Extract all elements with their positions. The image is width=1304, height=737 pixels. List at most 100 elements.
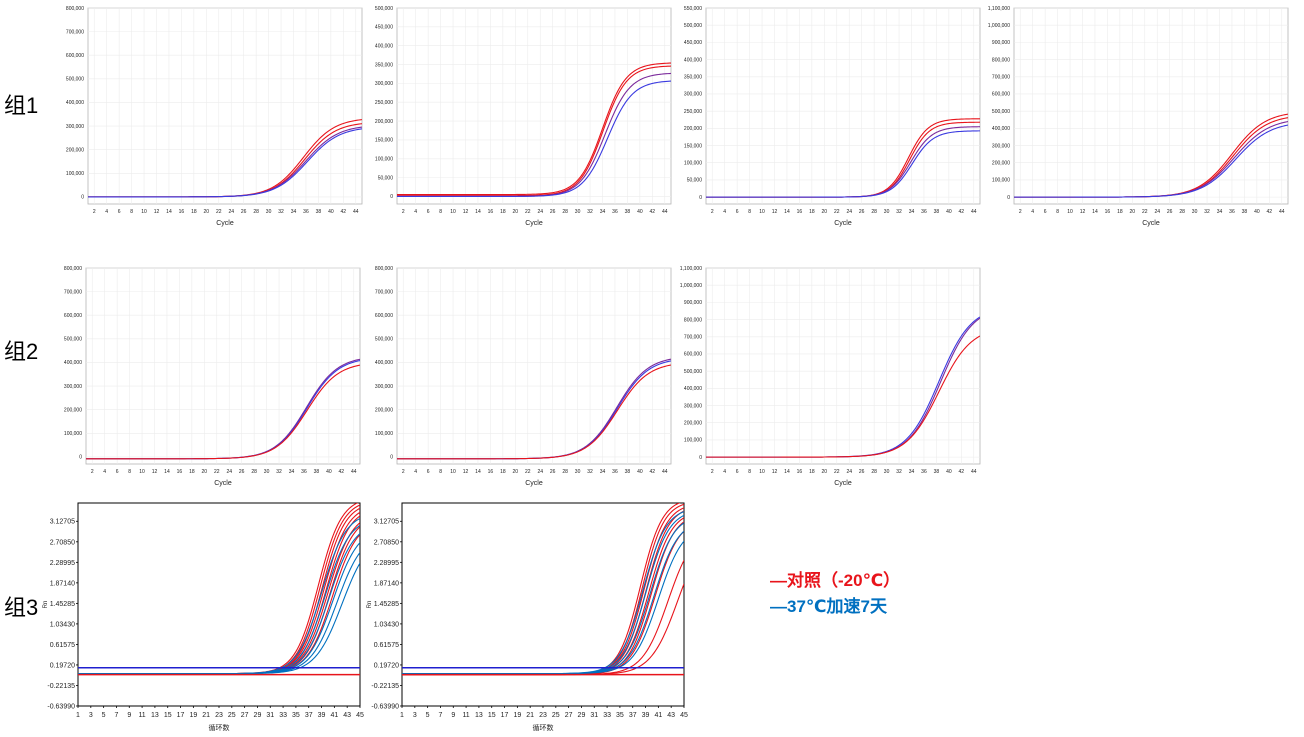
x-tick-label: 22 — [525, 209, 531, 215]
y-tick-label: 300,000 — [684, 403, 702, 409]
y-tick-label: 450,000 — [375, 25, 393, 31]
chart-svg: 0 100,000 200,000 300,000 400,000 500,000 600,… — [988, 6, 1289, 227]
x-tick-label: 27 — [565, 712, 573, 719]
y-tick-label: 0 — [79, 455, 82, 461]
y-tick-label: 0 — [81, 195, 84, 201]
x-tick-label: 42 — [959, 209, 965, 215]
x-tick-label: 21 — [526, 712, 534, 719]
y-tick-label: 400,000 — [684, 386, 702, 392]
x-tick-label: 25 — [552, 712, 560, 719]
x-tick-label: 9 — [127, 712, 131, 719]
x-tick-label: 30 — [884, 469, 890, 475]
y-tick-label: 700,000 — [64, 289, 82, 295]
y-tick-label: 0.19720 — [374, 662, 399, 669]
y-tick-label: 700,000 — [375, 289, 393, 295]
y-tick-label: 500,000 — [66, 77, 84, 83]
x-tick-label: 20 — [822, 209, 828, 215]
y-tick-label: -0.63990 — [47, 703, 75, 710]
x-tick-label: 42 — [959, 469, 965, 475]
x-tick-label: 32 — [896, 469, 902, 475]
x-tick-label: 1 — [76, 712, 80, 719]
x-tick-label: 17 — [501, 712, 509, 719]
x-tick-label: 42 — [1267, 209, 1273, 215]
x-tick-label: 11 — [462, 712, 469, 719]
y-tick-label: 1.87140 — [50, 580, 75, 587]
x-tick-label: 16 — [797, 469, 803, 475]
y-tick-label: 1.45285 — [50, 601, 75, 608]
y-tick-label: 400,000 — [64, 360, 82, 366]
chart-g1-1: 0 100,000 200,000 300,000 400,000 500,000 600,… — [52, 4, 366, 230]
series-line-3 — [706, 130, 980, 198]
x-tick-label: 42 — [339, 469, 345, 475]
x-tick-label: 8 — [1056, 209, 1059, 215]
y-tick-label: 150,000 — [375, 138, 393, 144]
x-tick-label: 40 — [946, 209, 952, 215]
group-label-3: 组3 — [4, 595, 39, 620]
x-tick-label: 14 — [1092, 209, 1098, 215]
y-tick-label: 100,000 — [66, 171, 84, 177]
x-tick-label: 28 — [562, 209, 568, 215]
x-tick-label: 26 — [550, 469, 556, 475]
x-tick-label: 38 — [314, 469, 320, 475]
plot-area — [85, 267, 361, 465]
plot-area — [705, 7, 981, 205]
x-tick-label: 14 — [164, 469, 170, 475]
x-tick-label: 21 — [202, 712, 210, 719]
y-axis-label: Rn — [367, 601, 373, 609]
series-line-3 — [1014, 124, 1288, 198]
y-tick-label: 100,000 — [64, 431, 82, 437]
y-tick-label: 900,000 — [992, 40, 1010, 46]
x-tick-label: 40 — [637, 209, 643, 215]
x-tick-label: 32 — [587, 469, 593, 475]
y-tick-label: 100,000 — [684, 160, 702, 166]
series-line-13 — [78, 562, 360, 675]
x-tick-label: 4 — [414, 209, 417, 215]
chart-svg: -0.63990 -0.22135 0.19720 0.61575 1.03430 1.4… — [43, 502, 364, 732]
x-tick-label: 24 — [226, 469, 232, 475]
y-tick-label: 800,000 — [375, 266, 393, 272]
y-tick-label: -0.22135 — [47, 683, 75, 690]
x-tick-label: 36 — [612, 209, 618, 215]
x-axis-label: Cycle — [1142, 220, 1160, 227]
x-tick-label: 26 — [859, 209, 865, 215]
x-tick-label: 38 — [625, 469, 631, 475]
chart-svg: 0 100,000 200,000 300,000 400,000 500,000 600,… — [680, 266, 981, 487]
x-tick-label: 35 — [616, 712, 624, 719]
y-tick-label: 2.28995 — [374, 560, 399, 567]
x-tick-label: 12 — [152, 469, 158, 475]
y-tick-label: -0.22135 — [371, 683, 399, 690]
y-tick-label: 700,000 — [684, 335, 702, 341]
x-tick-label: 16 — [797, 209, 803, 215]
y-tick-label: 50,000 — [687, 178, 703, 184]
x-tick-label: 29 — [254, 712, 262, 719]
y-tick-label: 800,000 — [684, 317, 702, 323]
x-tick-label: 45 — [356, 712, 364, 719]
y-tick-label: 300,000 — [66, 124, 84, 130]
x-tick-label: 16 — [1105, 209, 1111, 215]
y-tick-label: 1.87140 — [374, 580, 399, 587]
y-tick-label: 500,000 — [684, 369, 702, 375]
y-tick-label: 800,000 — [66, 6, 84, 12]
x-tick-label: 10 — [759, 209, 765, 215]
x-tick-label: 36 — [921, 469, 927, 475]
y-tick-label: 2.28995 — [50, 560, 75, 567]
x-tick-label: 40 — [946, 469, 952, 475]
x-tick-label: 14 — [784, 469, 790, 475]
x-tick-label: 13 — [151, 712, 159, 719]
x-tick-label: 8 — [439, 469, 442, 475]
x-axis-label: Cycle — [834, 480, 852, 487]
y-tick-label: 250,000 — [684, 109, 702, 115]
y-tick-label: 0.61575 — [374, 642, 399, 649]
x-tick-label: 12 — [154, 209, 160, 215]
x-tick-label: 40 — [326, 469, 332, 475]
group-label-1: 组1 — [4, 93, 39, 118]
x-tick-label: 6 — [427, 209, 430, 215]
x-tick-label: 22 — [834, 469, 840, 475]
y-tick-label: 600,000 — [64, 313, 82, 319]
x-axis-label: 循环数 — [209, 723, 230, 732]
chart-svg: -0.63990 -0.22135 0.19720 0.61575 1.03430 1.4… — [367, 502, 688, 732]
x-tick-label: 24 — [228, 209, 234, 215]
chart-svg: 0 50,000 100,000 150,000 200,000 250,000 300,0… — [375, 6, 672, 227]
y-tick-label: 600,000 — [684, 352, 702, 358]
x-tick-label: 10 — [450, 209, 456, 215]
